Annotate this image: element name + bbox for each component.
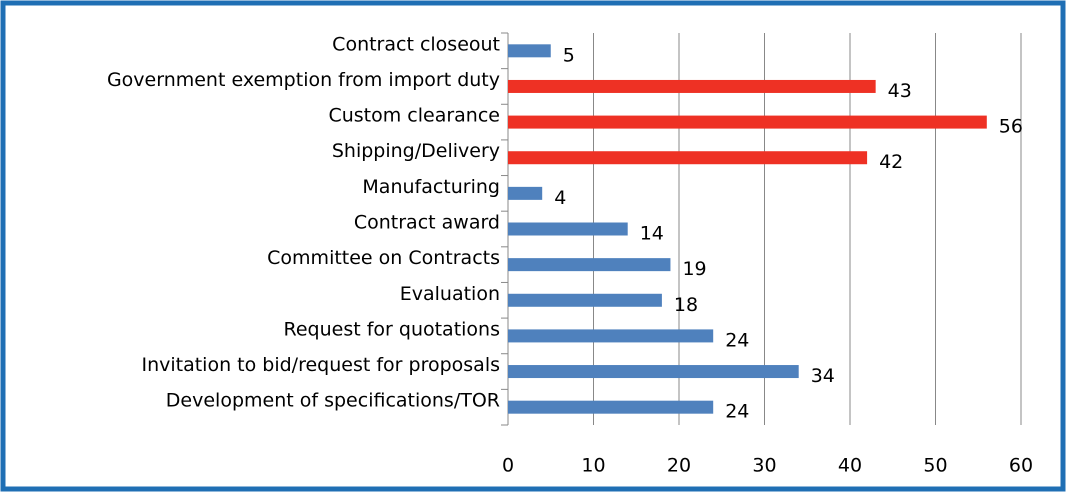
value-label: 14 bbox=[640, 223, 664, 245]
value-label: 5 bbox=[563, 44, 575, 66]
x-tick-label: 20 bbox=[667, 455, 691, 477]
value-label: 24 bbox=[725, 401, 749, 423]
value-label: 24 bbox=[725, 329, 749, 351]
bar bbox=[508, 329, 714, 343]
x-tick-label: 50 bbox=[923, 455, 947, 477]
y-tick-label: Development of specifications/TOR bbox=[166, 390, 500, 412]
value-label: 18 bbox=[674, 294, 698, 316]
y-tick-label: Contract award bbox=[354, 212, 500, 234]
x-tick-label: 40 bbox=[838, 455, 862, 477]
bar bbox=[508, 115, 987, 129]
value-label: 4 bbox=[554, 187, 566, 209]
x-tick-label: 10 bbox=[581, 455, 605, 477]
value-label: 43 bbox=[888, 80, 912, 102]
value-label: 34 bbox=[811, 365, 835, 387]
bar bbox=[508, 400, 714, 414]
bar bbox=[508, 293, 662, 307]
y-tick-label: Government exemption from import duty bbox=[107, 69, 500, 91]
y-tick-label: Committee on Contracts bbox=[267, 247, 500, 269]
y-tick-label: Manufacturing bbox=[362, 176, 500, 198]
value-label: 42 bbox=[879, 151, 903, 173]
bar bbox=[508, 151, 868, 165]
bar bbox=[508, 44, 551, 58]
y-tick-label: Custom clearance bbox=[328, 105, 500, 127]
x-tick-label: 0 bbox=[502, 455, 514, 477]
value-label: 19 bbox=[682, 258, 706, 280]
bar bbox=[508, 365, 799, 379]
y-tick-label: Shipping/Delivery bbox=[332, 140, 500, 162]
y-tick-label: Invitation to bid/request for proposals bbox=[141, 354, 500, 376]
bar bbox=[508, 258, 671, 272]
x-tick-label: 30 bbox=[752, 455, 776, 477]
bar bbox=[508, 222, 628, 236]
value-label: 56 bbox=[999, 116, 1023, 138]
bar bbox=[508, 186, 543, 200]
y-tick-label: Evaluation bbox=[400, 283, 500, 305]
bar bbox=[508, 79, 876, 93]
y-tick-label: Request for quotations bbox=[284, 318, 501, 340]
y-tick-label: Contract closeout bbox=[332, 33, 500, 55]
x-tick-label: 60 bbox=[1009, 455, 1033, 477]
